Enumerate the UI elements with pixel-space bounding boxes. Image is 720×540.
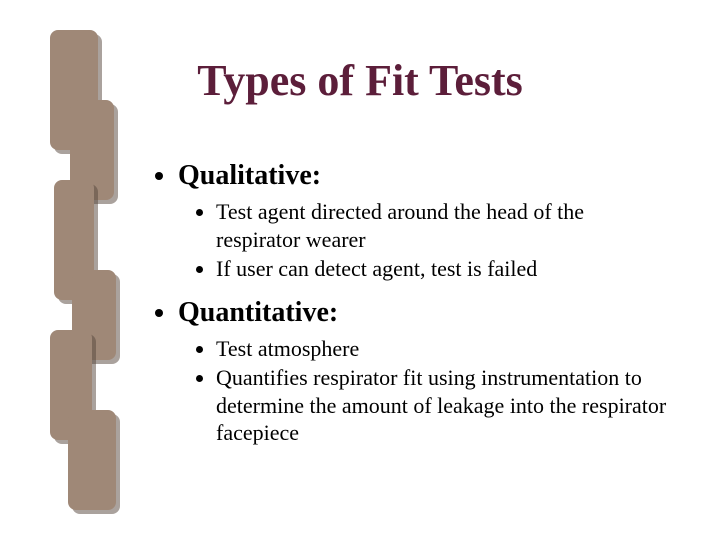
sub-list: Test atmosphere Quantifies respirator fi… [178, 335, 670, 447]
section-qualitative: Qualitative: Test agent directed around … [178, 160, 670, 283]
section-heading: Qualitative: [178, 160, 321, 191]
slide-title: Types of Fit Tests [0, 55, 720, 106]
list-item: Test agent directed around the head of t… [216, 198, 670, 253]
sub-list: Test agent directed around the head of t… [178, 198, 670, 283]
section-quantitative: Quantitative: Test atmosphere Quantifies… [178, 297, 670, 447]
list-item: Quantifies respirator fit using instrume… [216, 364, 670, 447]
slide-body: Qualitative: Test agent directed around … [150, 160, 670, 461]
bullet-list: Qualitative: Test agent directed around … [150, 160, 670, 447]
list-item: If user can detect agent, test is failed [216, 255, 670, 283]
list-item: Test atmosphere [216, 335, 670, 363]
section-heading: Quantitative: [178, 297, 338, 328]
